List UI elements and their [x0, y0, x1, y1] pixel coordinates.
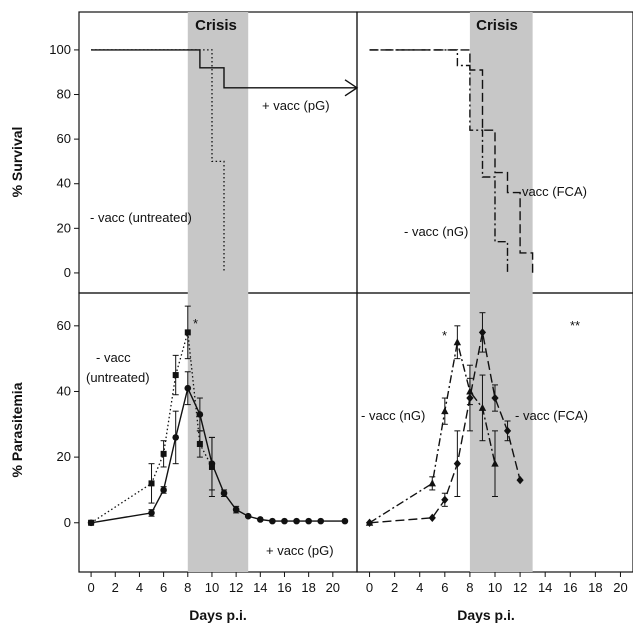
data-point-circle [257, 516, 264, 523]
data-point-triangle [441, 407, 449, 415]
crisis-band-top-right [469, 12, 533, 293]
data-point-circle [341, 517, 349, 525]
label-untreated-bottom-line2: (untreated) [86, 370, 150, 385]
x-tick-label-bottom-left: 10 [205, 580, 219, 595]
y-tick-label-survival: 0 [64, 265, 71, 280]
x-tick-label-bottom-left: 0 [87, 580, 94, 595]
label-pg-bottom: + vacc (pG) [266, 543, 334, 558]
x-tick-label-bottom-left: 4 [136, 580, 143, 595]
label-ng-bottom: - vacc (nG) [361, 408, 425, 423]
y-tick-label-parasitemia: 40 [57, 383, 71, 398]
data-point-diamond [441, 495, 449, 504]
x-tick-label-bottom-left: 14 [253, 580, 267, 595]
data-point-triangle [491, 459, 499, 467]
y-tick-label-survival: 100 [49, 42, 71, 57]
data-point-square [160, 450, 167, 457]
data-point-square [88, 519, 95, 526]
series-line-top-right-1 [369, 49, 534, 273]
significance-star-right-1: * [442, 328, 447, 343]
data-point-square [184, 329, 191, 336]
y-tick-label-survival: 60 [57, 131, 71, 146]
data-point-diamond [466, 393, 474, 403]
label-pg-top: + vacc (pG) [262, 98, 330, 113]
x-tick-label-bottom-right: 6 [441, 580, 448, 595]
data-point-circle [293, 517, 300, 525]
y-tick-label-survival: 20 [57, 220, 71, 235]
crisis-band-top-left [187, 12, 249, 293]
data-point-circle [244, 512, 252, 520]
x-tick-label-bottom-right: 2 [391, 580, 398, 595]
label-fca-top: - vacc (FCA) [514, 184, 587, 199]
x-tick-label-bottom-right: 16 [563, 580, 577, 595]
x-tick-label-bottom-right: 0 [366, 580, 373, 595]
x-tick-label-bottom-left: 6 [160, 580, 167, 595]
data-point-diamond [365, 518, 374, 527]
data-point-circle [160, 486, 167, 494]
crisis-label-left: Crisis [195, 17, 237, 34]
data-point-circle [232, 506, 240, 513]
crisis-band-bottom-left [187, 293, 249, 572]
data-point-circle [305, 517, 312, 525]
x-tick-label-bottom-left: 12 [229, 580, 243, 595]
y-tick-label-parasitemia: 60 [57, 318, 71, 333]
x-axis-label-right: Days p.i. [457, 607, 515, 623]
data-point-circle [220, 489, 228, 497]
x-tick-label-bottom-left: 16 [277, 580, 291, 595]
series-line-top-right-0 [369, 49, 509, 273]
label-untreated-bottom-line1: - vacc [96, 350, 131, 365]
data-point-circle [196, 411, 204, 418]
data-point-diamond [428, 513, 436, 523]
crisis-band-bottom-right [469, 293, 533, 572]
label-untreated-top: - vacc (untreated) [90, 210, 192, 225]
y-tick-label-survival: 80 [57, 87, 71, 102]
data-point-circle [148, 509, 155, 517]
x-tick-label-bottom-right: 20 [613, 580, 627, 595]
x-tick-label-bottom-right: 4 [416, 580, 423, 595]
data-point-diamond [491, 393, 499, 403]
x-tick-label-bottom-left: 18 [301, 580, 315, 595]
data-point-diamond [503, 426, 512, 436]
data-point-square [196, 440, 203, 447]
parasitemia-axis-label: % Parasitemia [9, 382, 25, 477]
data-point-triangle [428, 479, 436, 487]
data-point-diamond [516, 475, 524, 485]
survival-arrow-head [344, 79, 359, 97]
x-tick-label-bottom-left: 8 [184, 580, 191, 595]
x-tick-label-bottom-right: 10 [488, 580, 502, 595]
x-tick-label-bottom-left: 2 [112, 580, 119, 595]
data-point-circle [184, 384, 192, 392]
data-point-triangle [453, 338, 462, 346]
data-point-square [148, 480, 155, 487]
significance-star-left: * [193, 316, 198, 331]
data-point-diamond [453, 459, 461, 468]
data-point-square [208, 463, 215, 470]
series-line-top-left-1 [91, 49, 225, 273]
data-point-diamond [478, 328, 487, 337]
label-ng-top: - vacc (nG) [404, 224, 468, 239]
x-tick-label-bottom-right: 18 [588, 580, 602, 595]
data-point-circle [269, 517, 276, 525]
x-tick-label-bottom-right: 14 [538, 580, 552, 595]
data-point-circle [172, 434, 179, 441]
survival-axis-label: % Survival [9, 127, 25, 198]
data-point-triangle [478, 403, 487, 411]
y-tick-label-survival: 40 [57, 176, 71, 191]
label-fca-bottom: - vacc (FCA) [515, 408, 588, 423]
data-point-circle [317, 517, 325, 525]
y-tick-label-parasitemia: 0 [64, 515, 71, 530]
data-point-circle [281, 517, 288, 525]
y-tick-label-parasitemia: 20 [57, 449, 71, 464]
x-tick-label-bottom-right: 8 [466, 580, 473, 595]
crisis-label-right: Crisis [476, 17, 518, 34]
x-axis-label-left: Days p.i. [189, 607, 247, 623]
data-point-square [172, 372, 179, 379]
x-tick-label-bottom-left: 20 [326, 580, 340, 595]
significance-star-right-2: ** [570, 318, 580, 333]
x-tick-label-bottom-right: 12 [513, 580, 527, 595]
